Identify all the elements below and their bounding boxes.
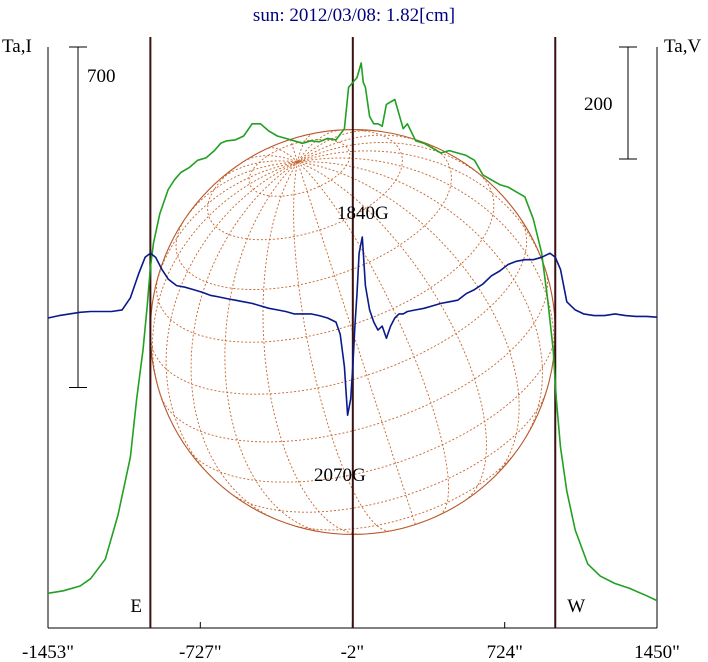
west-label: W [567, 596, 585, 617]
disk-longitude-line [297, 161, 416, 525]
x-tick-label: 1450" [634, 642, 680, 662]
disk-longitude-line [297, 150, 546, 270]
scale-label-right: 200 [584, 94, 613, 115]
disk-latitude-line [288, 449, 518, 531]
annotation-min-field: 2070G [314, 465, 366, 486]
x-tick-label: -1453" [22, 642, 74, 662]
disk-longitude-line [154, 161, 298, 288]
disk-longitude-line [297, 134, 422, 163]
disk-longitude-line [243, 155, 298, 163]
disk-longitude-line [293, 161, 390, 532]
annotation-max-field: 1840G [337, 203, 389, 224]
disk-latitude-line [379, 509, 450, 534]
text-layer: -1453" -727" -2" 724" 1450" sun: 2012/03/08: … [2, 5, 701, 662]
chart-title: sun: 2012/03/08: 1.82[cm] [253, 5, 455, 26]
disk-latitude-line [187, 329, 556, 483]
disk-longitude-line [297, 129, 341, 163]
disk-longitude-line [297, 161, 487, 501]
series-layer [47, 62, 658, 602]
east-label: E [130, 596, 142, 617]
disk-longitude-line [297, 161, 520, 477]
disk-latitude-line [156, 174, 495, 343]
disk-longitude-line [224, 161, 324, 533]
scale-label-left: 700 [87, 66, 116, 87]
disk-longitude-line [165, 161, 298, 479]
disk-longitude-line [297, 161, 543, 440]
x-tick-label: 724" [487, 642, 523, 662]
disk-latitude-line [150, 218, 528, 395]
x-tick-label: -2" [341, 642, 365, 662]
series-line-intensity [47, 62, 658, 602]
disk-longitude-line [297, 161, 449, 516]
disk-latitude-line [229, 389, 548, 513]
y-axis-label-right: Ta,V [664, 36, 701, 57]
solar-disk-layer [149, 129, 556, 535]
disk-latitude-line [175, 141, 452, 290]
series-line-polarization [47, 236, 658, 416]
disk-longitude-line [297, 142, 487, 181]
disk-longitude-line [190, 161, 298, 521]
vertical-lines [149, 37, 557, 628]
y-axis-label-left: Ta,I [2, 36, 32, 57]
disk-longitude-line [185, 161, 298, 219]
disk-longitude-line [215, 160, 298, 184]
disk-longitude-line [268, 147, 298, 163]
x-tick-label: -727" [179, 642, 222, 662]
disk-longitude-line [297, 157, 555, 368]
disk-longitude-line [297, 130, 376, 163]
disk-latitude-line [207, 129, 403, 241]
disk-latitude-line [248, 138, 351, 197]
